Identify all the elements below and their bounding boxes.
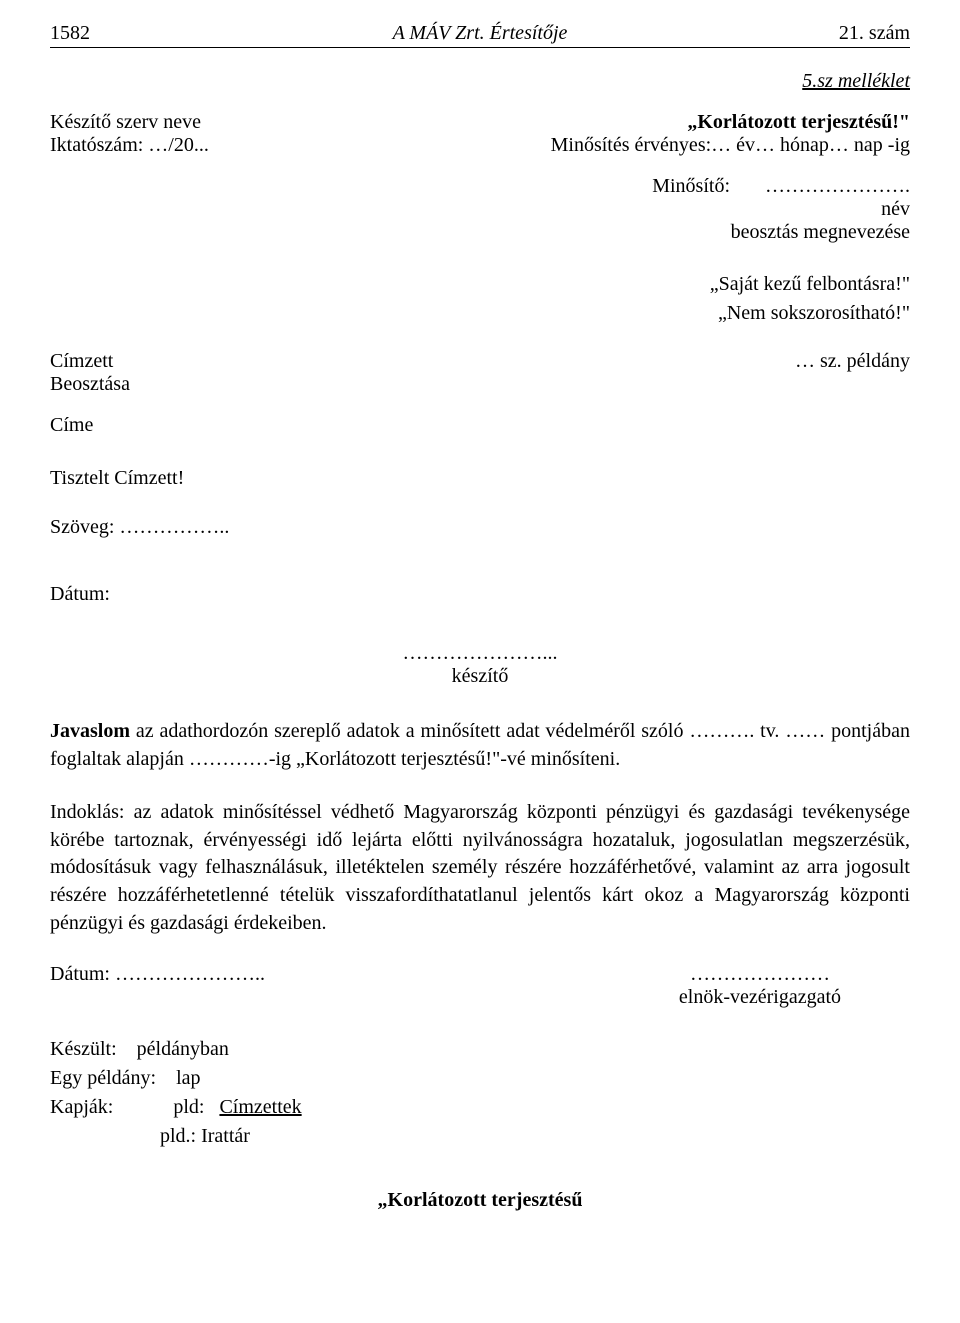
- classification-label: „Korlátozott terjesztésű!": [687, 111, 910, 134]
- date-label-1: Dátum:: [50, 583, 910, 606]
- dist-l3b: pld:: [173, 1096, 204, 1118]
- footer-classification: „Korlátozott terjesztésű: [50, 1189, 910, 1212]
- maker-label: készítő: [310, 665, 650, 688]
- handling-block: „Saját kezű felbontásra!" „Nem sokszoros…: [50, 270, 910, 328]
- dist-l1a: Készült:: [50, 1038, 117, 1060]
- dist-l2a: Egy példány:: [50, 1067, 156, 1089]
- handling-line-1: „Saját kezű felbontásra!": [50, 270, 910, 299]
- dist-l2b: lap: [176, 1067, 200, 1089]
- proposal-lead: Javaslom: [50, 720, 130, 742]
- dist-l1b: példányban: [137, 1038, 229, 1060]
- maker-block: …………………... készítő: [310, 642, 650, 688]
- recipient-block: Címzett Beosztása: [50, 350, 130, 396]
- approver-position-line: beosztás megnevezése: [50, 221, 910, 244]
- distribution-block: Készült: példányban Egy példány: lap Kap…: [50, 1035, 910, 1151]
- recipient-and-copy: Címzett Beosztása … sz. példány: [50, 350, 910, 396]
- approver-name-line: név: [50, 198, 910, 221]
- copy-line: … sz. példány: [795, 350, 910, 373]
- signer-role: elnök-vezérigazgató: [610, 986, 910, 1009]
- approver-dots: ………………….: [765, 175, 910, 197]
- recipient-l3: Címe: [50, 414, 910, 437]
- header-page-number: 1582: [50, 22, 210, 45]
- sender-ref: Iktatószám: …/20...: [50, 134, 209, 157]
- approver-label: Minősítő:: [652, 175, 730, 197]
- date-label-2: Dátum: …………………..: [50, 963, 265, 1009]
- maker-dots: …………………...: [310, 642, 650, 665]
- header-issue: 21. szám: [750, 22, 910, 45]
- dist-l3a: Kapják:: [50, 1096, 113, 1118]
- attachment-label: 5.sz melléklet: [50, 70, 910, 93]
- classification-validity: Minősítés érvényes:… év… hónap… nap -ig: [551, 134, 910, 157]
- header-title: A MÁV Zrt. Értesítője: [210, 22, 750, 45]
- justification-paragraph: Indoklás: az adatok minősítéssel védhető…: [50, 799, 910, 937]
- recipient-l1: Címzett: [50, 350, 130, 373]
- signature-row: Dátum: ………………….. ………………… elnök-vezérigaz…: [50, 963, 910, 1009]
- sender-row-2: Iktatószám: …/20... Minősítés érvényes:……: [50, 134, 910, 157]
- running-header: 1582 A MÁV Zrt. Értesítője 21. szám: [50, 22, 910, 48]
- dist-l3c: Címzettek: [219, 1096, 301, 1118]
- signer-block: ………………… elnök-vezérigazgató: [610, 963, 910, 1009]
- proposal-paragraph: Javaslom az adathordozón szereplő adatok…: [50, 718, 910, 773]
- signer-dots: …………………: [610, 963, 910, 986]
- text-label: Szöveg: ……………..: [50, 516, 910, 539]
- handling-line-2: „Nem sokszorosítható!": [50, 299, 910, 328]
- dist-l4: pld.: Irattár: [160, 1122, 910, 1151]
- sender-org: Készítő szerv neve: [50, 111, 201, 134]
- recipient-l2: Beosztása: [50, 373, 130, 396]
- salutation: Tisztelt Címzett!: [50, 467, 910, 490]
- sender-row-1: Készítő szerv neve „Korlátozott terjeszt…: [50, 111, 910, 134]
- proposal-rest: az adathordozón szereplő adatok a minősí…: [50, 720, 910, 770]
- approver-block: Minősítő: …………………. név beosztás megnevez…: [50, 175, 910, 244]
- page: 1582 A MÁV Zrt. Értesítője 21. szám 5.sz…: [0, 0, 960, 1323]
